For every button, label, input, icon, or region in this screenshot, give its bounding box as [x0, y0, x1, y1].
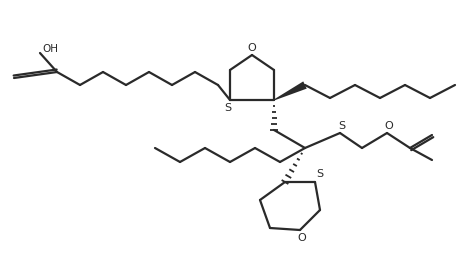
- Polygon shape: [274, 81, 307, 100]
- Text: OH: OH: [42, 44, 58, 54]
- Text: S: S: [316, 169, 323, 179]
- Text: O: O: [298, 233, 306, 243]
- Text: S: S: [225, 103, 232, 113]
- Text: S: S: [338, 121, 345, 131]
- Text: O: O: [248, 43, 256, 53]
- Text: O: O: [384, 121, 393, 131]
